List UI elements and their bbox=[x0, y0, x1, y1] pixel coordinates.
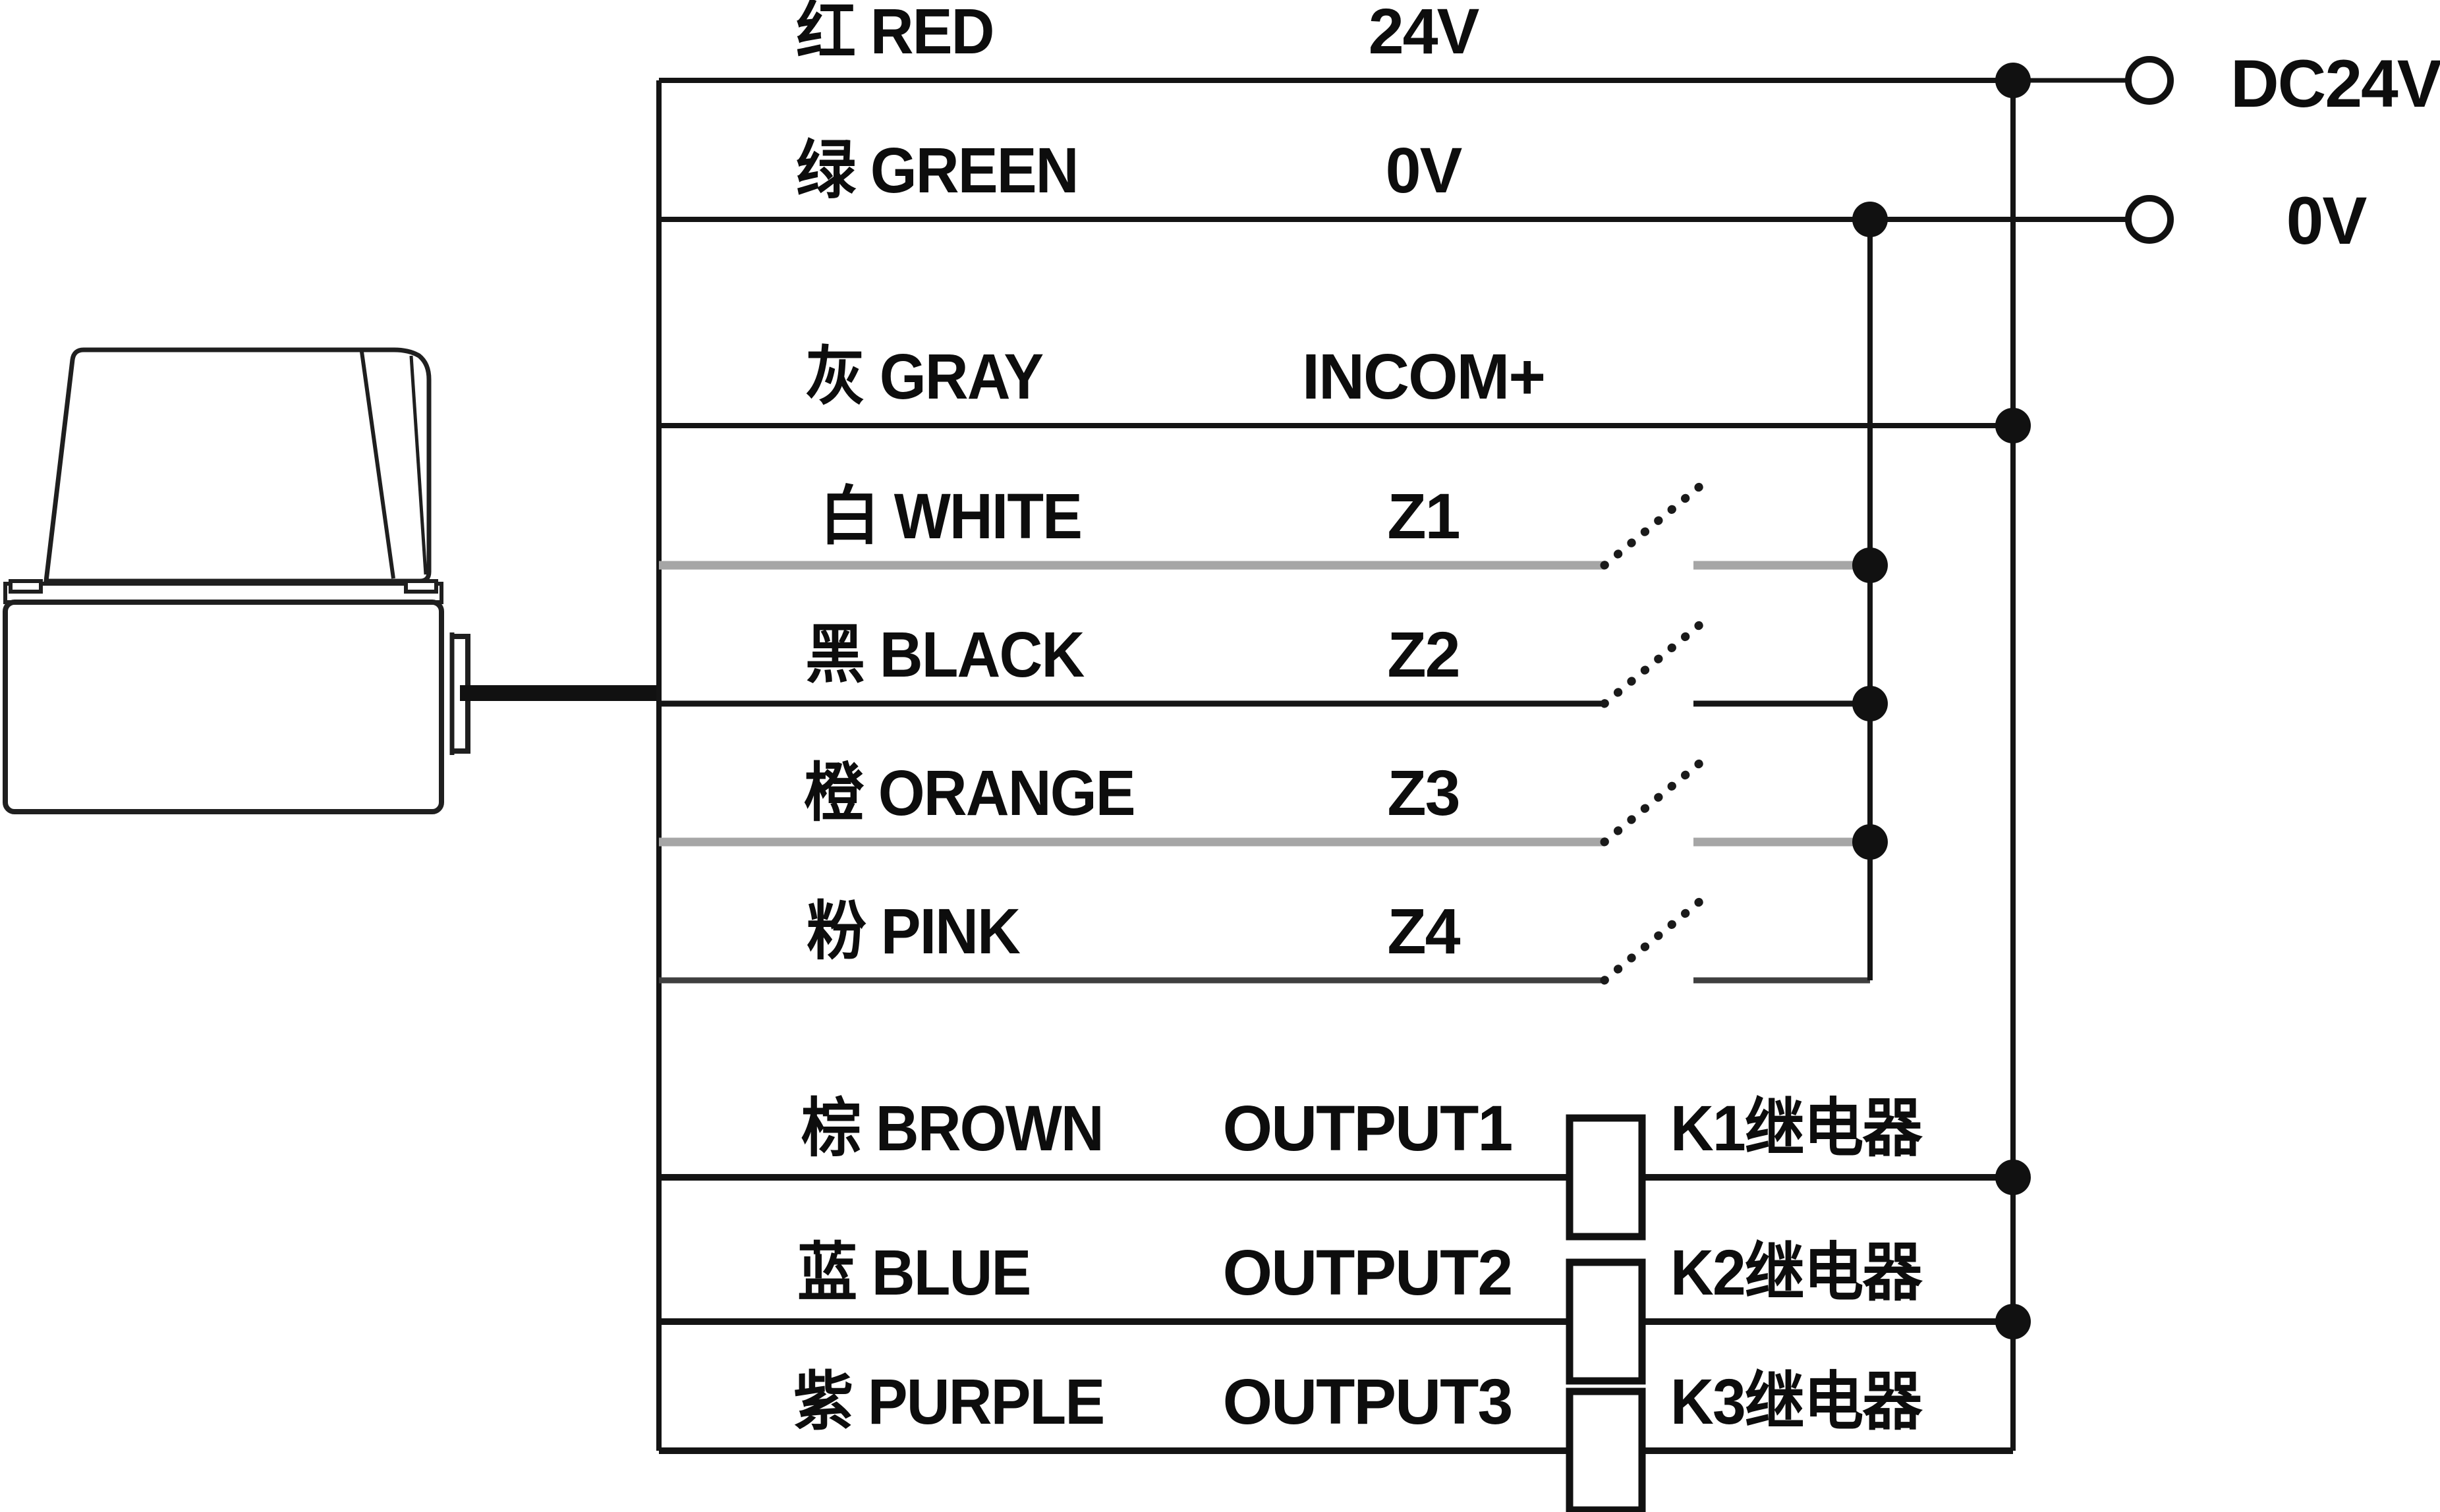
row-label-green: 绿 GREEN bbox=[796, 134, 1079, 206]
relay-coil-k3 bbox=[1566, 1387, 1646, 1512]
switch-blade-z2 bbox=[1600, 613, 1713, 708]
switch-blade-z3 bbox=[1600, 752, 1713, 847]
junction-dot-z3 bbox=[1852, 824, 1888, 860]
row-label-black: 黑 BLACK bbox=[805, 619, 1085, 690]
junction-dot-24v-corner bbox=[1995, 63, 2031, 98]
signal-label-z1: Z1 bbox=[1387, 480, 1460, 552]
row-label-purple: 紫 PURPLE bbox=[793, 1366, 1105, 1438]
device-base-tab-left bbox=[9, 579, 43, 594]
signal-label-incom: INCOM+ bbox=[1302, 341, 1546, 412]
power-label-dc24v: DC24V bbox=[2230, 46, 2440, 121]
switch-blade-z4 bbox=[1600, 890, 1713, 985]
row-label-gray: 灰 GRAY bbox=[805, 341, 1044, 412]
signal-label-z3: Z3 bbox=[1387, 757, 1460, 829]
signal-label-24v: 24V bbox=[1368, 0, 1480, 67]
row-label-red: 红 RED bbox=[796, 0, 995, 67]
signal-label-0v: 0V bbox=[1385, 134, 1463, 206]
junction-dot-z1 bbox=[1852, 547, 1888, 583]
relay-coil-k1 bbox=[1566, 1114, 1646, 1241]
junction-dot-output1 bbox=[1995, 1160, 2031, 1195]
switch-blade-z1 bbox=[1600, 475, 1713, 570]
device-base bbox=[3, 600, 444, 814]
signal-label-output2: OUTPUT2 bbox=[1222, 1237, 1514, 1308]
device-base-lip bbox=[3, 582, 443, 604]
row-label-brown: 棕 BROWN bbox=[801, 1092, 1104, 1164]
signal-label-z4: Z4 bbox=[1387, 895, 1460, 967]
row-label-white: 白 WHITE bbox=[820, 480, 1083, 552]
signal-label-z2: Z2 bbox=[1387, 619, 1460, 690]
relay-coil-k2 bbox=[1566, 1258, 1646, 1385]
row-label-blue: 蓝 BLUE bbox=[797, 1237, 1031, 1308]
device-dome-mid-line bbox=[409, 355, 428, 575]
row-label-orange: 橙 ORANGE bbox=[804, 757, 1136, 829]
relay-label-k2: K2继电器 bbox=[1670, 1237, 1923, 1308]
terminal-circle-dc24v bbox=[2125, 56, 2174, 105]
device-base-tab-right bbox=[404, 579, 438, 594]
signal-label-output1: OUTPUT1 bbox=[1222, 1092, 1514, 1164]
junction-dot-z2 bbox=[1852, 686, 1888, 721]
relay-label-k1: K1继电器 bbox=[1670, 1092, 1923, 1164]
junction-dot-output2 bbox=[1995, 1304, 2031, 1339]
sensor-device-illustration bbox=[3, 347, 662, 814]
junction-dot-incom bbox=[1995, 408, 2031, 443]
power-label-0v: 0V bbox=[2286, 183, 2368, 258]
row-label-pink: 粉 PINK bbox=[807, 895, 1021, 967]
device-dome-inner-slant bbox=[360, 351, 395, 579]
relay-label-k3: K3继电器 bbox=[1670, 1366, 1923, 1438]
terminal-circle-0v bbox=[2125, 195, 2174, 244]
signal-label-output3: OUTPUT3 bbox=[1222, 1366, 1514, 1438]
junction-dot-0v-bus bbox=[1852, 202, 1888, 237]
device-dome bbox=[43, 347, 432, 584]
